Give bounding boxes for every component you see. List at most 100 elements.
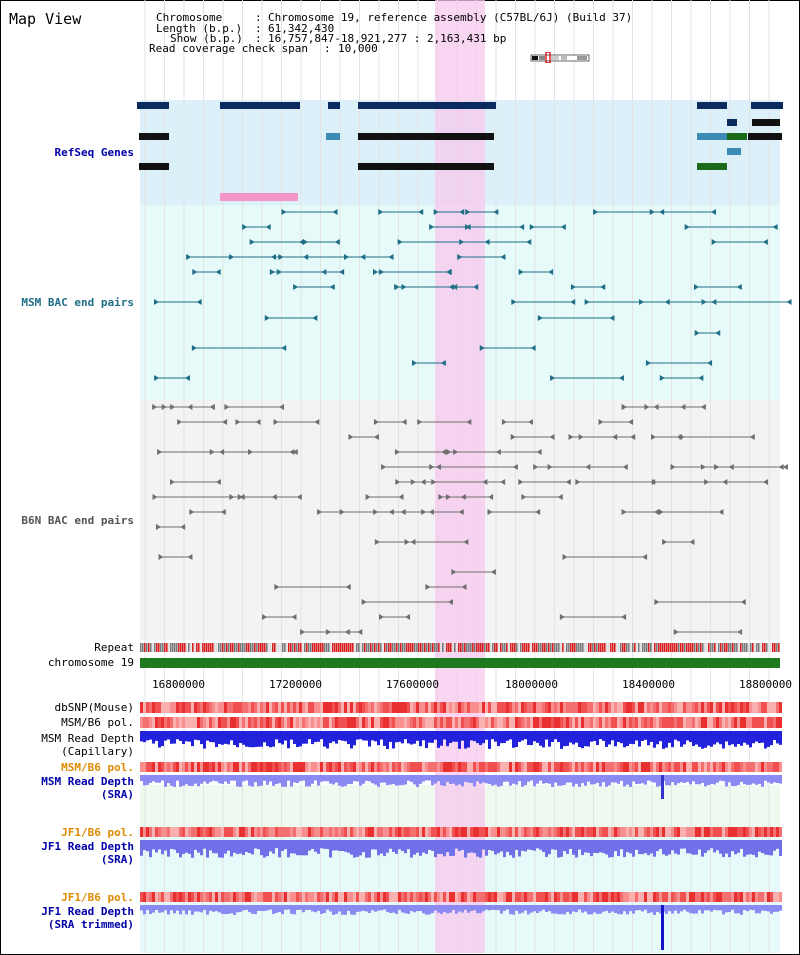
track-label-msm-b6-pol-2: MSM/B6 pol. xyxy=(61,761,134,774)
repeat-block xyxy=(194,643,196,652)
repeat-block xyxy=(152,643,154,652)
jf1-depth-trimmed xyxy=(254,905,257,915)
msm-bac-pair-end xyxy=(519,224,525,230)
track-label-msm-bac[interactable]: MSM BAC end pairs xyxy=(21,296,134,309)
repeat-block xyxy=(700,643,702,652)
gene-model[interactable] xyxy=(727,119,737,126)
repeat-block xyxy=(366,643,368,652)
jf1-depth-sra xyxy=(494,840,497,855)
msm-depth-sra xyxy=(374,775,377,785)
msm-b6-pol-1-strip xyxy=(455,717,458,728)
repeat-block xyxy=(618,643,620,652)
gene-model[interactable] xyxy=(697,102,727,109)
jf1-depth-sra xyxy=(602,840,605,854)
jf1-pol-2-strip xyxy=(311,892,314,902)
gene-model[interactable] xyxy=(748,133,782,140)
msm-depth-capillary xyxy=(350,731,353,749)
msm-depth-capillary xyxy=(287,731,290,749)
jf1-depth-sra xyxy=(161,840,164,855)
jf1-depth-sra xyxy=(191,840,194,858)
msm-depth-capillary xyxy=(338,731,341,740)
gene-model[interactable] xyxy=(697,163,727,170)
gene-model[interactable] xyxy=(697,133,727,140)
jf1-depth-trimmed xyxy=(764,905,767,911)
jf1-depth-trimmed xyxy=(440,905,443,914)
jf1-pol-1-strip xyxy=(506,827,509,837)
jf1-pol-1-strip xyxy=(629,827,632,837)
msm-depth-sra xyxy=(422,775,425,782)
msm-depth-capillary xyxy=(563,731,566,747)
dbsnp-density xyxy=(617,702,620,713)
jf1-depth-sra xyxy=(326,840,329,850)
repeat-block xyxy=(224,643,226,652)
chromosome-info-label: Chromosome xyxy=(156,11,223,24)
gene-model[interactable] xyxy=(752,119,780,126)
msm-bac-pair-end xyxy=(518,269,524,275)
msm-b6-pol-1-strip xyxy=(344,717,347,728)
gene-model[interactable] xyxy=(139,133,169,140)
msm-b6-pol-1-strip xyxy=(515,717,518,728)
repeat-block xyxy=(498,643,500,652)
dbsnp-density xyxy=(275,702,278,713)
highlighted-gene[interactable] xyxy=(220,193,298,201)
jf1-depth-sra xyxy=(647,840,650,856)
gene-model[interactable] xyxy=(751,102,783,109)
jf1-depth-trimmed xyxy=(530,905,533,913)
msm-b6-pol-2-strip xyxy=(350,762,353,772)
repeat-block xyxy=(668,643,670,652)
gene-model[interactable] xyxy=(220,102,300,109)
jf1-depth-sra xyxy=(272,840,275,854)
track-label-refseq[interactable]: RefSeq Genes xyxy=(54,146,134,159)
jf1-depth-sra xyxy=(515,840,518,850)
gene-model[interactable] xyxy=(358,102,496,109)
jf1-pol-1-strip xyxy=(647,827,650,837)
gene-model[interactable] xyxy=(328,102,340,109)
gene-model[interactable] xyxy=(727,148,741,155)
repeat-block xyxy=(408,643,410,652)
jf1-pol-2-strip xyxy=(650,892,653,902)
gene-model[interactable] xyxy=(358,163,494,170)
dbsnp-density xyxy=(770,702,773,713)
msm-b6-pol-1-strip xyxy=(539,717,542,728)
msm-b6-pol-2-strip xyxy=(380,762,383,772)
dbsnp-density xyxy=(731,702,734,713)
jf1-pol-2-strip xyxy=(323,892,326,902)
gene-model[interactable] xyxy=(326,133,340,140)
track-label-b6n-bac[interactable]: B6N BAC end pairs xyxy=(21,514,134,527)
msm-b6-pol-1-strip xyxy=(251,717,254,728)
repeat-block xyxy=(218,643,220,652)
repeat-block xyxy=(738,643,740,652)
msm-depth-sra xyxy=(140,775,143,782)
b6n-bac-pair-end xyxy=(527,419,533,425)
repeat-block xyxy=(722,643,724,652)
msm-b6-pol-1-strip xyxy=(746,717,749,728)
jf1-depth-trimmed xyxy=(407,905,410,914)
jf1-depth-trimmed xyxy=(224,905,227,915)
chromosome-bar[interactable] xyxy=(140,658,780,668)
jf1-pol-2-strip xyxy=(497,892,500,902)
msm-b6-pol-1-strip xyxy=(449,717,452,728)
jf1-pol-2-strip xyxy=(458,892,461,902)
repeat-block xyxy=(622,643,624,652)
msm-depth-sra xyxy=(479,775,482,784)
repeat-block xyxy=(192,643,194,652)
msm-b6-pol-2-strip xyxy=(686,762,689,772)
dbsnp-density xyxy=(506,702,509,713)
jf1-pol-1-strip xyxy=(446,827,449,837)
repeat-block xyxy=(260,643,262,652)
selection-highlight[interactable] xyxy=(435,0,485,953)
jf1-depth-trimmed xyxy=(503,905,506,911)
gene-model[interactable] xyxy=(139,163,169,170)
jf1-pol-1-strip xyxy=(236,827,239,837)
gene-model[interactable] xyxy=(727,133,747,140)
msm-b6-pol-2-strip xyxy=(404,762,407,772)
gene-model[interactable] xyxy=(137,102,169,109)
chromosome-ideogram[interactable] xyxy=(529,52,591,63)
msm-depth-capillary xyxy=(569,731,572,743)
msm-depth-capillary xyxy=(506,731,509,741)
repeat-block xyxy=(568,643,570,652)
jf1-depth-trimmed xyxy=(308,905,311,910)
gene-model[interactable] xyxy=(358,133,494,140)
msm-b6-pol-2-strip xyxy=(155,762,158,772)
